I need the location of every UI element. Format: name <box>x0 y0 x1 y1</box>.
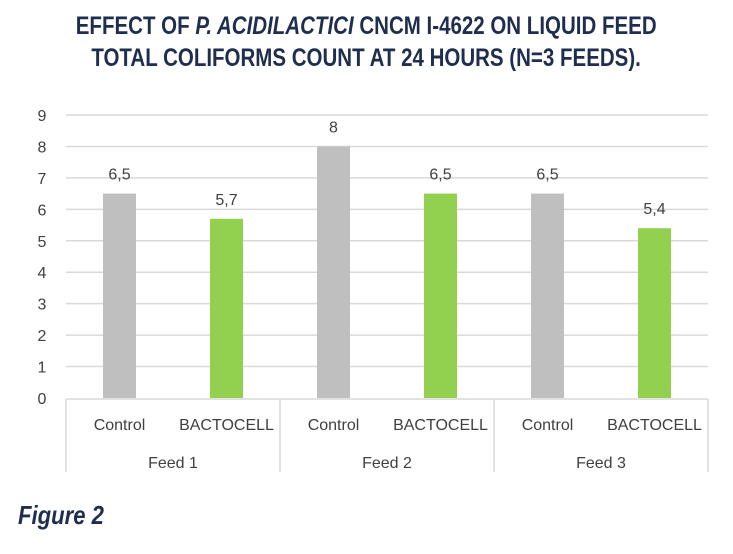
bar <box>531 193 564 398</box>
title-part: EFFECT OF <box>76 12 196 40</box>
y-tick-label: 3 <box>38 297 47 314</box>
x-category-label: BACTOCELL <box>179 417 274 434</box>
y-tick-label: 5 <box>38 234 47 251</box>
x-category-label: Control <box>308 417 360 434</box>
y-tick-label: 7 <box>38 171 47 188</box>
data-label: 6,5 <box>429 167 451 184</box>
x-category-label: Control <box>522 417 574 434</box>
chart-title-line2: TOTAL COLIFORMS COUNT AT 24 HOURS (N=3 F… <box>91 44 642 72</box>
bar <box>638 228 671 398</box>
data-label: 6,5 <box>108 167 130 184</box>
y-tick-label: 6 <box>38 202 47 219</box>
data-label: 5,4 <box>643 201 665 218</box>
y-tick-label: 0 <box>38 391 47 408</box>
bar <box>103 193 136 398</box>
x-group-label: Feed 3 <box>576 455 626 472</box>
x-category-label: BACTOCELL <box>607 417 702 434</box>
y-tick-label: 2 <box>38 328 47 345</box>
figure-caption: Figure 2 <box>18 500 104 530</box>
y-tick-label: 9 <box>38 108 47 125</box>
bar <box>317 146 350 398</box>
x-group-label: Feed 1 <box>148 455 198 472</box>
bar <box>210 218 243 398</box>
y-tick-label: 4 <box>38 265 47 282</box>
chart-title-line1: EFFECT OF P. ACIDILACTICI CNCM I-4622 ON… <box>0 12 733 41</box>
data-label: 5,7 <box>215 192 237 209</box>
title-part: CNCM I-4622 ON LIQUID FEED <box>353 12 657 40</box>
title-species: P. ACIDILACTICI <box>195 12 354 40</box>
data-label: 6,5 <box>536 167 558 184</box>
x-category-label: Control <box>94 417 146 434</box>
x-category-label: BACTOCELL <box>393 417 488 434</box>
bar <box>424 193 457 398</box>
y-tick-label: 8 <box>38 139 47 156</box>
data-label: 8 <box>329 119 338 136</box>
x-group-label: Feed 2 <box>362 455 412 472</box>
y-tick-label: 1 <box>38 360 47 377</box>
